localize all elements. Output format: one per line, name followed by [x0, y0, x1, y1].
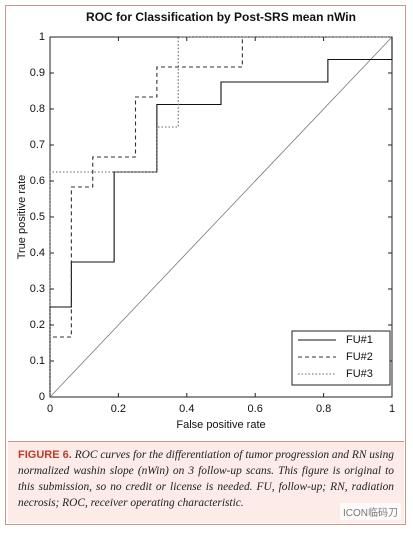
chart: ROC for Classification by Post-SRS mean …	[16, 10, 395, 431]
y-tick-label: 0.3	[30, 283, 45, 295]
legend-label: FU#2	[346, 351, 373, 363]
x-axis-label: False positive rate	[176, 419, 265, 431]
y-tick-label: 0	[39, 391, 45, 403]
x-tick-label: 0.6	[248, 403, 263, 415]
caption-text: ROC curves for the differentiation of tu…	[18, 449, 394, 509]
y-axis-label: True positive rate	[16, 175, 28, 260]
y-tick-label: 0.5	[30, 211, 45, 223]
caption-label: FIGURE 6.	[18, 449, 72, 461]
y-tick-label: 0.9	[30, 67, 45, 79]
y-tick-label: 0.4	[30, 247, 45, 259]
x-tick-label: 0.2	[111, 403, 126, 415]
y-tick-label: 0.6	[30, 175, 45, 187]
x-tick-label: 0.4	[179, 403, 194, 415]
y-tick-label: 0.1	[30, 355, 45, 367]
legend-box	[291, 330, 391, 386]
watermark: ICON临码刀	[340, 503, 401, 520]
legend-label: FU#1	[346, 334, 373, 346]
y-tick-label: 0.2	[30, 319, 45, 331]
reference-diagonal	[49, 36, 393, 398]
roc-curve	[49, 37, 393, 397]
figure-frame	[5, 5, 406, 525]
x-tick-label: 0.8	[316, 403, 331, 415]
x-tick-label: 1	[389, 403, 395, 415]
x-tick-label: 0	[47, 403, 53, 415]
roc-curve	[49, 36, 392, 397]
roc-curve	[49, 36, 392, 397]
chart-title: ROC for Classification by Post-SRS mean …	[86, 10, 356, 24]
y-tick-label: 0.8	[30, 103, 45, 115]
legend-label: FU#3	[346, 368, 373, 380]
y-tick-label: 1	[39, 31, 45, 43]
y-tick-label: 0.7	[30, 139, 45, 151]
caption: FIGURE 6. ROC curves for the differentia…	[8, 441, 404, 523]
